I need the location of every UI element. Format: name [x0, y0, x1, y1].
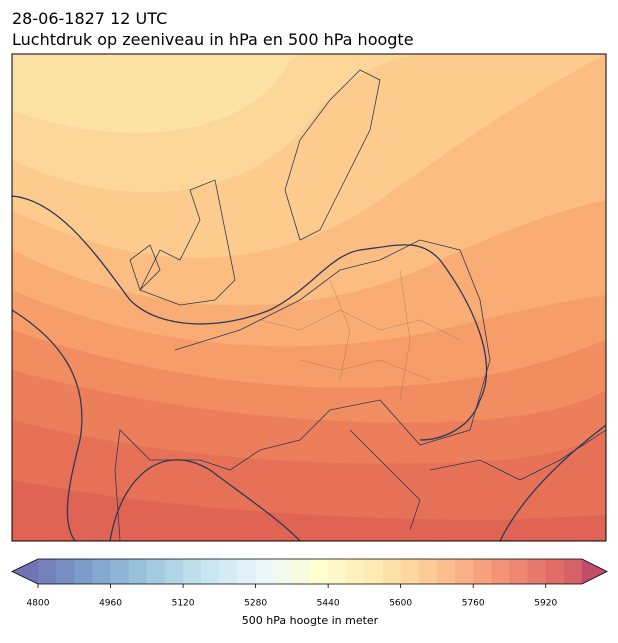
- colorbar-band: [128, 559, 148, 584]
- colorbar: 4800 4960 5120 5280 5440 5600 5760 5920: [11, 558, 608, 609]
- map-frame: [11, 53, 607, 542]
- colorbar-outline: [11, 558, 608, 585]
- colorbar-band: [273, 559, 293, 584]
- contour-band: [12, 480, 606, 541]
- colorbar-band: [255, 559, 275, 584]
- colorbar-band: [164, 559, 184, 584]
- coastline: [284, 69, 381, 241]
- colorbar-tick-label: 5440: [317, 599, 340, 609]
- colorbar-band: [509, 559, 528, 584]
- colorbar-band: [74, 559, 93, 584]
- colorbar-band: [436, 559, 456, 584]
- colorbar-band: [183, 559, 202, 584]
- colorbar-band: [328, 559, 347, 584]
- colorbar-band: [563, 559, 583, 584]
- isobar: [499, 424, 606, 541]
- colorbar-tick-label: 5600: [389, 599, 412, 609]
- colorbar-band: [400, 559, 420, 584]
- colorbar-band: [219, 559, 238, 584]
- coastline: [129, 244, 161, 291]
- isobar: [109, 459, 301, 541]
- colorbar-band: [527, 559, 547, 584]
- colorbar-extend: [12, 559, 38, 584]
- colorbar-band: [455, 559, 474, 584]
- colorbar-band: [491, 559, 510, 584]
- coastline: [139, 179, 236, 306]
- colorbar-band: [291, 559, 311, 584]
- colorbar-band: [545, 559, 565, 584]
- colorbar-band: [56, 559, 75, 584]
- subtitle: Luchtdruk op zeeniveau in hPa en 500 hPa…: [12, 30, 414, 49]
- colorbar-band: [418, 559, 438, 584]
- title: 28-06-1827 12 UTC: [12, 9, 167, 28]
- map: [12, 54, 606, 541]
- colorbar-tick-label: 5280: [244, 599, 267, 609]
- isobar: [12, 309, 83, 541]
- border: [259, 269, 461, 401]
- colorbar-band: [346, 559, 365, 584]
- isobar: [12, 195, 488, 441]
- colorbar-tick-label: 5760: [462, 599, 485, 609]
- colorbar-band: [110, 559, 130, 584]
- colorbar-tick-label: 4800: [27, 599, 50, 609]
- colorbar-tick-label: 5920: [534, 599, 557, 609]
- colorbar-band: [473, 559, 492, 584]
- colorbar-band: [382, 559, 402, 584]
- colorbar-band: [364, 559, 383, 584]
- colorbar-band: [201, 559, 220, 584]
- colorbar-band: [237, 559, 256, 584]
- colorbar-label: 500 hPa hoogte in meter: [242, 614, 379, 627]
- colorbar-tick-label: 5120: [172, 599, 195, 609]
- colorbar-extend: [582, 559, 607, 584]
- colorbar-band: [146, 559, 166, 584]
- colorbar-band: [38, 559, 57, 584]
- colorbar-tick-label: 4960: [99, 599, 122, 609]
- colorbar-band: [92, 559, 111, 584]
- coastline: [349, 429, 421, 531]
- colorbar-band: [310, 559, 329, 584]
- coastline: [114, 239, 491, 541]
